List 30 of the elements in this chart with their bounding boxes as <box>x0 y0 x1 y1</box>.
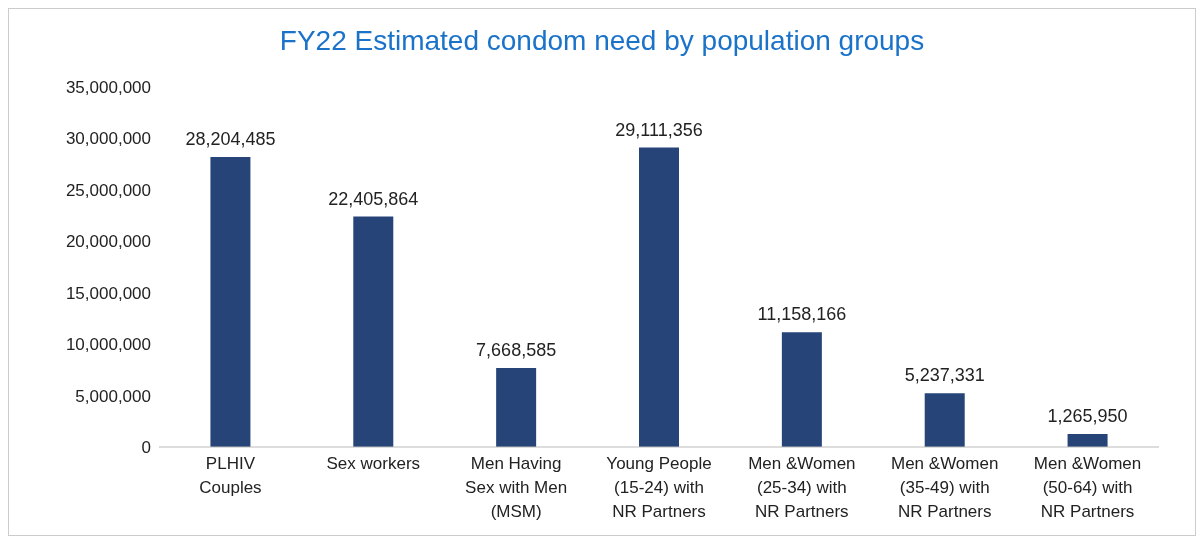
data-label: 5,237,331 <box>904 365 985 386</box>
y-tick-label: 5,000,000 <box>75 386 151 406</box>
bar <box>924 393 965 447</box>
y-tick-label: 30,000,000 <box>65 129 151 149</box>
data-label: 28,204,485 <box>185 128 276 149</box>
y-tick-label: 25,000,000 <box>65 180 151 200</box>
data-label: 22,405,864 <box>328 188 419 209</box>
bar <box>210 156 251 447</box>
x-tick-label: Young People (15-24) with NR Partners <box>606 454 712 521</box>
bar <box>353 216 394 447</box>
data-label: 11,158,166 <box>757 304 847 325</box>
bar <box>639 147 679 447</box>
chart-title: FY22 Estimated condom need by population groups <box>278 24 926 58</box>
x-tick-label: Men &Women (50-64) with NR Partners <box>1033 454 1142 521</box>
y-tick-label: 10,000,000 <box>65 335 151 355</box>
data-label: 1,265,950 <box>1047 405 1128 426</box>
y-tick-label: 0 <box>141 438 151 458</box>
x-tick-label: Men &Women (35-49) with NR Partners <box>891 454 999 521</box>
x-tick-label: Men Having Sex with Men (MSM) <box>465 454 568 521</box>
y-tick-label: 15,000,000 <box>65 283 151 303</box>
data-label: 7,668,585 <box>476 340 557 361</box>
y-tick-label: 35,000,000 <box>65 78 151 98</box>
bar <box>1067 433 1108 447</box>
y-tick-label: 20,000,000 <box>65 232 151 252</box>
x-tick-label: Sex workers <box>326 454 421 473</box>
bar <box>496 368 537 447</box>
x-tick-label: PLHIV Couples <box>199 454 262 497</box>
x-tick-label: Men &Women (25-34) with NR Partners <box>748 454 856 521</box>
data-label: 29,111,356 <box>615 119 703 140</box>
bar <box>781 332 822 447</box>
